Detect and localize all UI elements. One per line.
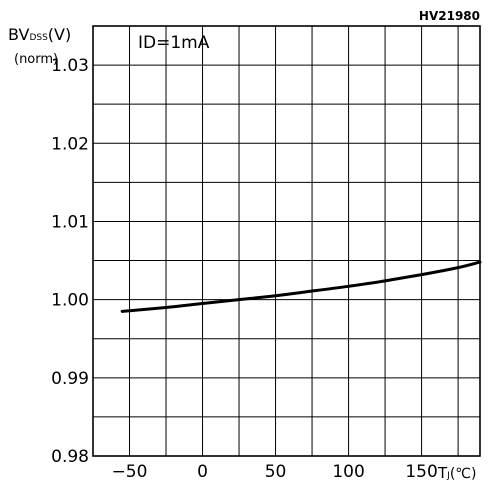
y-axis-norm: (norm) [14,52,58,67]
x-axis-title: TJ(℃) [437,464,476,482]
data-line [120,260,482,313]
y-tick-labels: 0.98 0.99 1.00 1.01 1.02 1.03 [51,56,89,467]
x-tick-label: 50 [265,462,287,482]
y-tick-label: 0.98 [51,447,89,467]
y-tick-label: 1.02 [51,134,89,154]
y-axis-title: BVDSS(V) [8,25,71,44]
plot-frame [92,25,481,457]
x-tick-labels: −50 0 50 100 150 [112,462,438,482]
x-tick-label: −50 [112,462,148,482]
annotation-label: ID=1mA [138,33,210,53]
grid [93,26,480,456]
chart-id-label: HV21980 [419,9,480,23]
x-tick-label: 0 [197,462,208,482]
x-tick-label: 100 [332,462,364,482]
x-tick-label: 150 [405,462,437,482]
y-tick-label: 1.03 [51,56,89,76]
y-tick-label: 0.99 [51,369,89,389]
y-tick-label: 1.01 [51,212,89,232]
y-tick-label: 1.00 [51,291,89,311]
